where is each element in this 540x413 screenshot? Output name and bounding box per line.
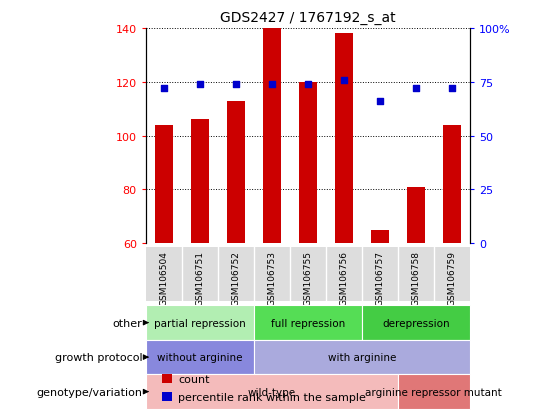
Text: GSM106758: GSM106758 bbox=[411, 250, 420, 305]
Text: count: count bbox=[178, 374, 210, 384]
Text: wild-type: wild-type bbox=[248, 387, 296, 396]
Bar bbox=[263, 29, 281, 244]
Point bbox=[448, 86, 456, 93]
Bar bbox=[162, 392, 172, 401]
Point bbox=[232, 81, 240, 88]
Text: GSM106755: GSM106755 bbox=[303, 250, 312, 305]
Point bbox=[340, 77, 348, 84]
Point bbox=[195, 81, 204, 88]
Text: GSM106759: GSM106759 bbox=[447, 250, 456, 305]
Text: GSM106756: GSM106756 bbox=[339, 250, 348, 305]
Bar bbox=[398, 375, 470, 409]
Bar bbox=[227, 102, 245, 244]
Text: without arginine: without arginine bbox=[157, 352, 242, 362]
Text: arginine repressor mutant: arginine repressor mutant bbox=[366, 387, 502, 396]
Bar bbox=[146, 306, 254, 340]
Text: partial repression: partial repression bbox=[154, 318, 246, 328]
Bar bbox=[335, 34, 353, 244]
Point bbox=[267, 81, 276, 88]
Point bbox=[159, 86, 168, 93]
Bar bbox=[162, 374, 172, 383]
Title: GDS2427 / 1767192_s_at: GDS2427 / 1767192_s_at bbox=[220, 11, 396, 25]
Text: GSM106752: GSM106752 bbox=[231, 250, 240, 305]
Text: derepression: derepression bbox=[382, 318, 450, 328]
Bar bbox=[254, 306, 362, 340]
Text: GSM106753: GSM106753 bbox=[267, 250, 276, 305]
Bar bbox=[362, 306, 470, 340]
Bar bbox=[254, 340, 470, 375]
Bar bbox=[299, 83, 317, 244]
Text: GSM106504: GSM106504 bbox=[159, 250, 168, 305]
Bar bbox=[155, 126, 173, 244]
Text: other: other bbox=[113, 318, 143, 328]
Bar bbox=[146, 340, 254, 375]
Text: percentile rank within the sample: percentile rank within the sample bbox=[178, 392, 366, 402]
Bar bbox=[146, 375, 398, 409]
Bar bbox=[407, 188, 425, 244]
Text: genotype/variation: genotype/variation bbox=[37, 387, 143, 396]
Bar bbox=[191, 120, 209, 244]
Text: GSM106757: GSM106757 bbox=[375, 250, 384, 305]
Text: GSM106751: GSM106751 bbox=[195, 250, 204, 305]
Point bbox=[303, 81, 312, 88]
Bar bbox=[371, 230, 389, 244]
Text: full repression: full repression bbox=[271, 318, 345, 328]
Point bbox=[375, 99, 384, 105]
Bar bbox=[443, 126, 461, 244]
Text: with arginine: with arginine bbox=[328, 352, 396, 362]
Text: growth protocol: growth protocol bbox=[55, 352, 143, 362]
Point bbox=[411, 86, 420, 93]
